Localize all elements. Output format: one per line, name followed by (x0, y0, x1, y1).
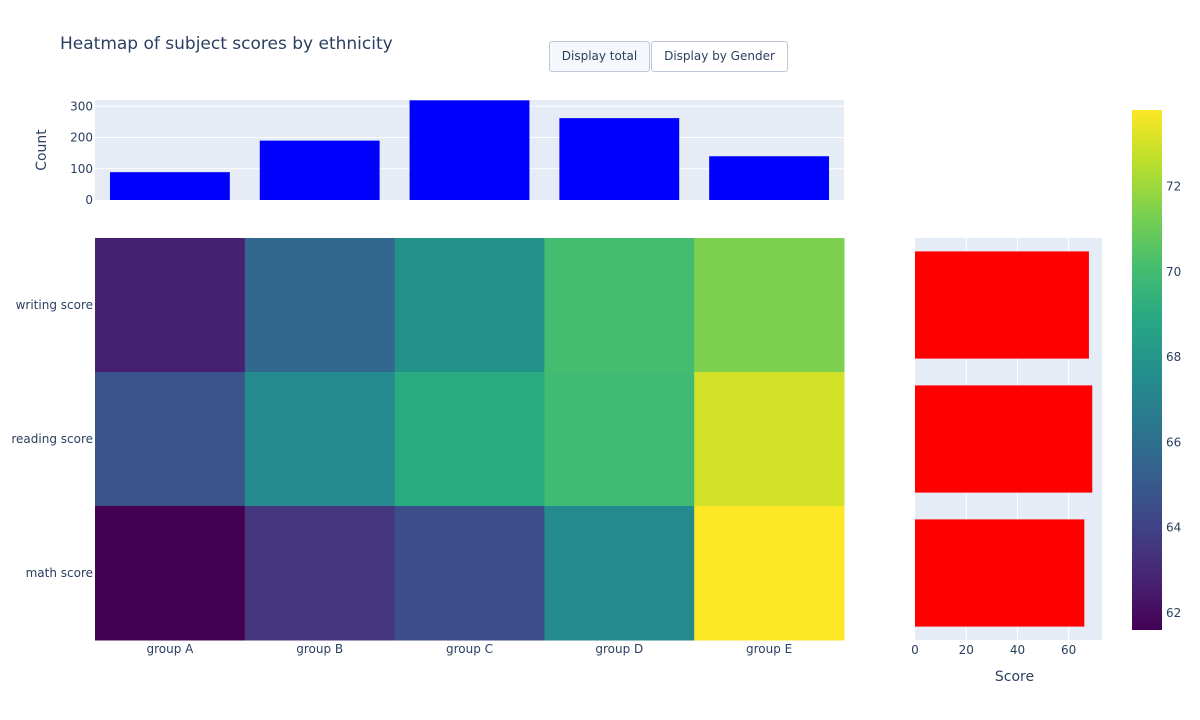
top-y-tick-label: 300 (70, 99, 93, 113)
display-total-button[interactable]: Display total (549, 41, 650, 72)
heatmap-x-tick-label: group A (146, 642, 194, 656)
side-x-tick-label: 0 (911, 643, 919, 657)
colorbar-tick-label: 72 (1166, 180, 1181, 194)
heatmap-cell (95, 506, 246, 641)
top-y-tick-label: 200 (70, 131, 93, 145)
heatmap-cell (694, 506, 845, 641)
heatmap-cell (244, 372, 396, 507)
heatmap-cell (544, 238, 695, 373)
heatmap-y-tick-label: math score (26, 566, 93, 580)
score-bar (915, 385, 1093, 493)
chart-title: Heatmap of subject scores by ethnicity (60, 34, 393, 54)
heatmap-cell (394, 506, 545, 641)
heatmap-y-tick-label: reading score (11, 432, 93, 446)
heatmap-cell (95, 238, 246, 373)
heatmap-cell (244, 506, 396, 641)
top-y-tick-label: 100 (70, 162, 93, 176)
heatmap-cell (394, 372, 545, 507)
count-bar (259, 140, 380, 200)
display-by-gender-button[interactable]: Display by Gender (651, 41, 788, 72)
colorbar-tick-label: 68 (1166, 350, 1181, 364)
heatmap-y-tick-label: writing score (16, 298, 93, 312)
colorbar-tick-label: 70 (1166, 265, 1181, 279)
colorbar-tick-label: 66 (1166, 435, 1181, 449)
heatmap-cell (544, 506, 695, 641)
score-bar (915, 519, 1085, 627)
heatmap-cell (694, 372, 845, 507)
top-y-tick-label: 0 (85, 193, 93, 207)
count-bar (109, 172, 230, 200)
colorbar (1132, 110, 1162, 630)
heatmap-cell (544, 372, 695, 507)
heatmap-x-tick-label: group C (446, 642, 493, 656)
colorbar-tick-label: 62 (1166, 606, 1181, 620)
count-bar (559, 118, 680, 200)
side-x-axis-title: Score (995, 669, 1034, 685)
colorbar-tick-label: 64 (1166, 521, 1181, 535)
heatmap-cell (244, 238, 396, 373)
top-y-axis-title: Count (34, 129, 50, 171)
side-x-tick-label: 40 (1010, 643, 1025, 657)
heatmap-x-tick-label: group B (296, 642, 343, 656)
heatmap-x-tick-label: group D (595, 642, 643, 656)
count-bar (409, 100, 530, 200)
side-x-tick-label: 20 (959, 643, 974, 657)
score-bar (915, 251, 1089, 359)
side-x-tick-label: 60 (1061, 643, 1076, 657)
heatmap-cell (694, 238, 845, 373)
heatmap-x-tick-label: group E (746, 642, 792, 656)
heatmap-cell (394, 238, 545, 373)
count-bar (709, 156, 830, 200)
heatmap-cell (95, 372, 246, 507)
